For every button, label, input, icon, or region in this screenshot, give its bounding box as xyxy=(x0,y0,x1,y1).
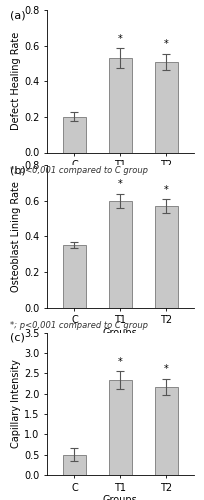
Bar xyxy=(109,380,132,475)
Text: *: * xyxy=(118,179,123,189)
Bar xyxy=(155,62,178,152)
Bar xyxy=(155,206,178,308)
Text: *; p<0,001 compared to C group: *; p<0,001 compared to C group xyxy=(10,166,148,175)
Y-axis label: Capillary Intensity: Capillary Intensity xyxy=(11,360,21,448)
Text: *: * xyxy=(118,34,123,44)
X-axis label: Groups: Groups xyxy=(103,496,138,500)
X-axis label: Groups: Groups xyxy=(103,173,138,183)
Y-axis label: Osteoblast Lining Rate: Osteoblast Lining Rate xyxy=(11,181,21,292)
Text: (c): (c) xyxy=(10,332,25,342)
Bar xyxy=(63,245,86,308)
Bar xyxy=(109,58,132,152)
Text: *: * xyxy=(118,357,123,367)
Text: (a): (a) xyxy=(10,10,26,20)
X-axis label: Groups: Groups xyxy=(103,328,138,338)
Text: (b): (b) xyxy=(10,165,26,175)
Text: *; p<0,001 compared to C group: *; p<0,001 compared to C group xyxy=(10,321,148,330)
Text: *: * xyxy=(164,364,169,374)
Bar xyxy=(109,200,132,308)
Bar xyxy=(155,386,178,475)
Bar xyxy=(63,117,86,152)
Y-axis label: Defect Healing Rate: Defect Healing Rate xyxy=(11,32,21,130)
Text: *: * xyxy=(164,40,169,50)
Bar xyxy=(63,454,86,475)
Text: *: * xyxy=(164,184,169,194)
